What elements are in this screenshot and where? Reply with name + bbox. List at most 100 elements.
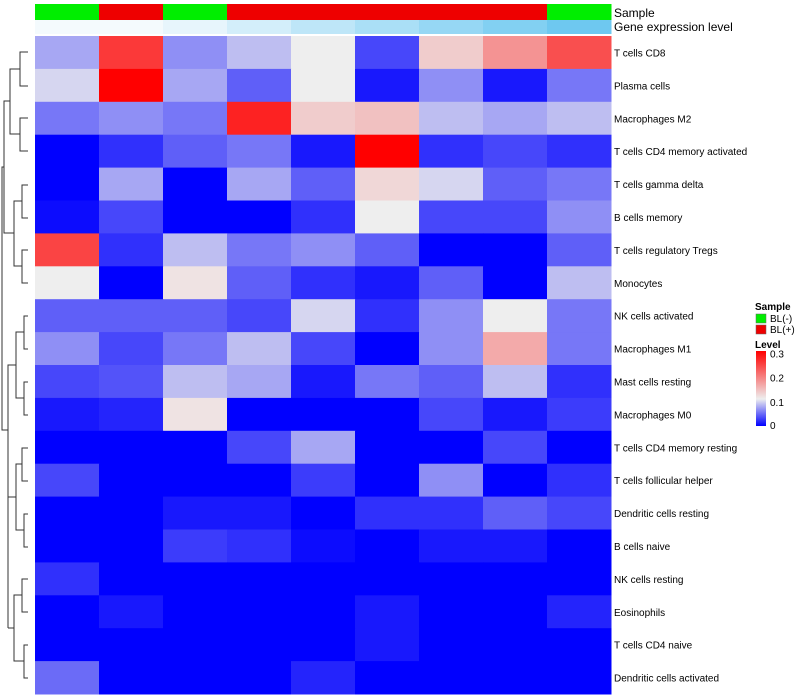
row-label: T cells gamma delta — [614, 180, 704, 191]
heatmap-cell — [547, 628, 612, 662]
heatmap-cell — [355, 332, 420, 366]
heatmap-cell — [355, 529, 420, 563]
heatmap-cell — [483, 101, 548, 136]
heatmap-cell — [99, 496, 164, 530]
legend-swatch-bl-pos — [755, 324, 767, 335]
heatmap-cell — [291, 200, 356, 234]
heatmap-cell — [355, 595, 420, 629]
heatmap-cell — [227, 167, 292, 201]
heatmap-cell — [291, 68, 356, 103]
heatmap-cell — [99, 661, 164, 695]
sample-annotation-cell — [355, 4, 420, 20]
legend-entry-bl-pos: BL(+) — [770, 325, 795, 336]
heatmap-cell — [419, 332, 484, 366]
heatmap-cell — [547, 496, 612, 530]
gene-expression-annotation-cell — [355, 20, 420, 34]
row-label: T cells CD4 memory resting — [614, 443, 737, 454]
heatmap-cell — [419, 233, 484, 267]
heatmap-cell — [163, 430, 228, 465]
heatmap-cell — [547, 365, 612, 399]
heatmap-cell — [291, 134, 356, 169]
heatmap-cell — [99, 397, 164, 432]
heatmap-cell — [483, 595, 548, 629]
row-label: Macrophages M2 — [614, 114, 692, 125]
gene-expression-annotation-cell — [547, 20, 612, 34]
heatmap-cell — [355, 562, 420, 596]
row-label: T cells CD8 — [614, 48, 666, 59]
heatmap-cell — [483, 200, 548, 234]
legend-color-bar — [756, 351, 766, 426]
heatmap-cell — [291, 496, 356, 530]
row-label: Macrophages M1 — [614, 345, 692, 356]
heatmap-cell — [419, 266, 484, 300]
scale-tick-label: 0.3 — [770, 349, 784, 360]
heatmap-cell — [99, 595, 164, 629]
heatmap-cell — [547, 134, 612, 169]
heatmap-cell — [227, 430, 292, 465]
heatmap-cell — [547, 36, 612, 70]
heatmap-cell — [99, 463, 164, 498]
heatmap-cell — [547, 332, 612, 366]
heatmap-cell — [227, 529, 292, 563]
heatmap-cell — [547, 101, 612, 136]
heatmap-cell — [547, 463, 612, 498]
heatmap-cell — [547, 397, 612, 432]
column-annotations — [35, 4, 612, 34]
heatmap-cell — [291, 529, 356, 563]
heatmap-cell — [227, 463, 292, 498]
heatmap-cell — [483, 628, 548, 662]
heatmap-cell — [419, 365, 484, 399]
heatmap-cell — [419, 628, 484, 662]
heatmap-cell — [419, 562, 484, 596]
heatmap-cell — [483, 397, 548, 432]
heatmap-cell — [227, 134, 292, 169]
heatmap-cell — [483, 562, 548, 596]
heatmap-cell — [35, 68, 100, 103]
heatmap-cell — [419, 496, 484, 530]
heatmap-cell — [355, 661, 420, 695]
heatmap-cell — [547, 430, 612, 465]
heatmap-cell — [355, 496, 420, 530]
heatmap-cell — [291, 299, 356, 333]
heatmap-cell — [483, 134, 548, 169]
heatmap-cell — [483, 36, 548, 70]
heatmap-cell — [483, 661, 548, 695]
sample-annotation-cell — [483, 4, 548, 20]
gene-expression-annotation-cell — [291, 20, 356, 34]
heatmap-cell — [355, 397, 420, 432]
heatmap-cell — [291, 463, 356, 498]
heatmap-cell — [547, 661, 612, 695]
heatmap-cell — [547, 529, 612, 563]
scale-tick-label: 0.2 — [770, 374, 784, 385]
heatmap-cell — [291, 365, 356, 399]
heatmap-cell — [227, 68, 292, 103]
gene-expression-annotation-cell — [99, 20, 164, 34]
heatmap-cell — [163, 299, 228, 333]
legend-scale-ticks: 0.3 0.2 0.1 0 — [766, 349, 784, 432]
heatmap-cell — [163, 332, 228, 366]
sample-annotation-cell — [227, 4, 292, 20]
sample-annotation-cell — [163, 4, 228, 20]
sample-annotation-cell — [291, 4, 356, 20]
heatmap-cell — [99, 134, 164, 169]
row-label: Plasma cells — [614, 81, 670, 92]
heatmap-cell — [99, 68, 164, 103]
scale-tick-label: 0.1 — [770, 398, 784, 409]
sample-annotation-cell — [35, 4, 100, 20]
row-label: Eosinophils — [614, 608, 665, 619]
heatmap-cell — [355, 233, 420, 267]
heatmap-cell — [227, 628, 292, 662]
row-label: NK cells resting — [614, 575, 683, 586]
row-label: B cells naive — [614, 542, 671, 553]
heatmap-cell — [35, 36, 100, 70]
heatmap-cell — [547, 167, 612, 201]
heatmap-cell — [419, 397, 484, 432]
heatmap-cell — [227, 562, 292, 596]
heatmap-cell — [355, 266, 420, 300]
heatmap-cell — [547, 299, 612, 333]
heatmap-cell — [35, 463, 100, 498]
heatmap-cell — [99, 266, 164, 300]
legend-swatch-bl-neg — [755, 313, 767, 324]
heatmap-cell — [163, 661, 228, 695]
